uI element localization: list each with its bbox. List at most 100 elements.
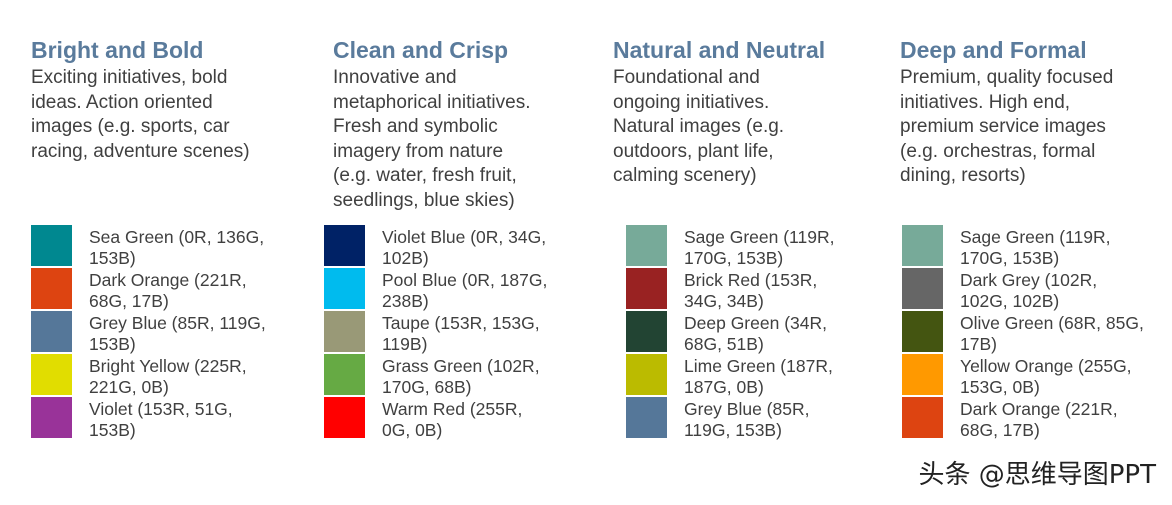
swatch-label-line: 170G, 153B) <box>960 247 1060 268</box>
swatch-label-line: 187G, 0B) <box>684 376 764 397</box>
swatch-label: Violet Blue (0R, 34G, 102B) <box>382 227 546 268</box>
color-swatch <box>626 268 667 309</box>
description-line: (e.g. water, fresh fruit, <box>333 165 517 186</box>
swatch-label-line: 221G, 0B) <box>89 376 169 397</box>
swatch-label-line: Pool Blue (0R, 187G, <box>382 270 548 290</box>
color-swatch <box>902 268 943 309</box>
description-line: Premium, quality focused <box>900 67 1114 88</box>
column-clean-and-crisp: Clean and Crisp Innovative and metaphori… <box>333 36 530 213</box>
swatch-label: Grey Blue (85R, 119G, 153B) <box>89 313 266 354</box>
color-swatch <box>31 268 72 309</box>
swatch-label-line: 153G, 0B) <box>960 376 1040 397</box>
swatch-label-line: 68G, 17B) <box>960 419 1040 440</box>
swatch-label: Pool Blue (0R, 187G, 238B) <box>382 270 547 311</box>
description-line: premium service images <box>900 116 1106 137</box>
swatch-label: Yellow Orange (255G, 153G, 0B) <box>960 356 1132 397</box>
swatch-label: Dark Orange (221R, 68G, 17B) <box>960 399 1118 440</box>
swatch-label-line: Sage Green (119R, <box>684 227 835 247</box>
swatch-label-line: 102G, 102B) <box>960 290 1060 311</box>
color-swatch <box>902 225 943 266</box>
swatch-label: Dark Orange (221R, 68G, 17B) <box>89 270 247 311</box>
swatch-label: Sage Green (119R, 170G, 153B) <box>684 227 834 268</box>
description-line: outdoors, plant life, <box>613 140 774 162</box>
swatch-label-line: 119B) <box>382 333 428 354</box>
swatch-label-line: Grey Blue (85R, 119G, <box>89 313 266 333</box>
color-swatch <box>31 354 72 395</box>
color-swatch <box>324 268 365 309</box>
swatch-label-line: Dark Orange (221R, <box>89 270 247 290</box>
column-description: Innovative and metaphorical initiatives.… <box>333 66 530 213</box>
swatch-label-line: 170G, 153B) <box>684 247 784 268</box>
description-line: images (e.g. sports, car <box>31 116 230 137</box>
swatch-label-line: 119G, 153B) <box>684 419 782 440</box>
swatch-label: Grass Green (102R, 170G, 68B) <box>382 356 540 397</box>
swatch-label: Dark Grey (102R, 102G, 102B) <box>960 270 1097 311</box>
swatch-label: Brick Red (153R, 34G, 34B) <box>684 270 817 311</box>
swatch-label-line: 68G, 17B) <box>89 290 169 311</box>
swatch-label-line: 170G, 68B) <box>382 376 472 397</box>
swatch-label-line: 238B) <box>382 290 429 311</box>
description-line: imagery from nature <box>333 140 504 162</box>
swatch-label-line: Warm Red (255R, <box>382 399 523 419</box>
swatch-label: Lime Green (187R, 187G, 0B) <box>684 356 833 397</box>
swatch-label-line: Sea Green (0R, 136G, <box>89 227 265 247</box>
column-title: Deep and Formal <box>900 37 1087 63</box>
column-bright-and-bold: Bright and Bold Exciting initiatives, bo… <box>31 36 250 164</box>
swatch-label-line: Violet Blue (0R, 34G, <box>382 227 547 247</box>
color-swatch <box>902 311 943 352</box>
swatch-label-line: Sage Green (119R, <box>960 227 1111 247</box>
column-title: Natural and Neutral <box>613 37 826 63</box>
swatch-label-line: 68G, 51B) <box>684 333 764 354</box>
color-swatch <box>626 354 667 395</box>
color-swatch <box>324 397 365 438</box>
description-line: Natural images (e.g. <box>613 116 785 137</box>
description-line: Exciting initiatives, bold <box>31 67 228 88</box>
swatch-label-line: Brick Red (153R, <box>684 270 818 290</box>
swatch-label-line: Olive Green (68R, 85G, <box>960 313 1144 333</box>
swatch-label: Warm Red (255R, 0G, 0B) <box>382 399 522 440</box>
color-swatch <box>324 354 365 395</box>
description-line: calming scenery) <box>613 165 757 186</box>
swatch-label-line: Dark Grey (102R, <box>960 270 1098 290</box>
swatch-label-line: Lime Green (187R, <box>684 356 833 376</box>
color-swatch <box>31 225 72 266</box>
swatch-label-line: 102B) <box>382 247 429 268</box>
swatch-label-line: Taupe (153R, 153G, <box>382 313 540 333</box>
description-line: racing, adventure scenes) <box>31 140 250 162</box>
swatch-label-line: Dark Orange (221R, <box>960 399 1118 419</box>
column-description: Premium, quality focused initiatives. Hi… <box>900 66 1113 189</box>
swatch-label: Sea Green (0R, 136G, 153B) <box>89 227 264 268</box>
swatch-label-line: Grey Blue (85R, <box>684 399 810 419</box>
color-swatch <box>626 225 667 266</box>
description-line: Fresh and symbolic <box>333 116 498 137</box>
swatch-label-line: 0G, 0B) <box>382 419 443 440</box>
swatch-label-line: Violet (153R, 51G, <box>89 399 233 419</box>
swatch-label-line: 153B) <box>89 247 136 268</box>
column-deep-and-formal: Deep and Formal Premium, quality focused… <box>900 36 1113 189</box>
swatch-label-line: Bright Yellow (225R, <box>89 356 247 376</box>
swatch-label-line: 17B) <box>960 333 997 354</box>
description-line: ongoing initiatives. <box>613 91 770 113</box>
color-swatch <box>324 225 365 266</box>
color-swatch <box>902 354 943 395</box>
swatch-label: Bright Yellow (225R, 221G, 0B) <box>89 356 247 397</box>
swatch-label-line: 34G, 34B) <box>684 290 764 311</box>
description-line: dining, resorts) <box>900 165 1026 186</box>
swatch-label: Grey Blue (85R, 119G, 153B) <box>684 399 809 440</box>
color-swatch <box>626 397 667 438</box>
swatch-label-line: Deep Green (34R, <box>684 313 827 333</box>
color-swatch <box>324 311 365 352</box>
swatch-label: Violet (153R, 51G, 153B) <box>89 399 233 440</box>
description-line: metaphorical initiatives. <box>333 91 531 113</box>
column-description: Foundational and ongoing initiatives. Na… <box>613 66 825 189</box>
swatch-label-line: 153B) <box>89 419 136 440</box>
column-title: Clean and Crisp <box>333 37 509 63</box>
swatch-label: Deep Green (34R, 68G, 51B) <box>684 313 827 354</box>
description-line: (e.g. orchestras, formal <box>900 140 1096 162</box>
column-natural-and-neutral: Natural and Neutral Foundational and ong… <box>613 36 825 189</box>
color-swatch <box>626 311 667 352</box>
color-swatch <box>31 397 72 438</box>
swatch-label-line: 153B) <box>89 333 136 354</box>
swatch-label-line: Grass Green (102R, <box>382 356 540 376</box>
swatch-label: Sage Green (119R, 170G, 153B) <box>960 227 1110 268</box>
